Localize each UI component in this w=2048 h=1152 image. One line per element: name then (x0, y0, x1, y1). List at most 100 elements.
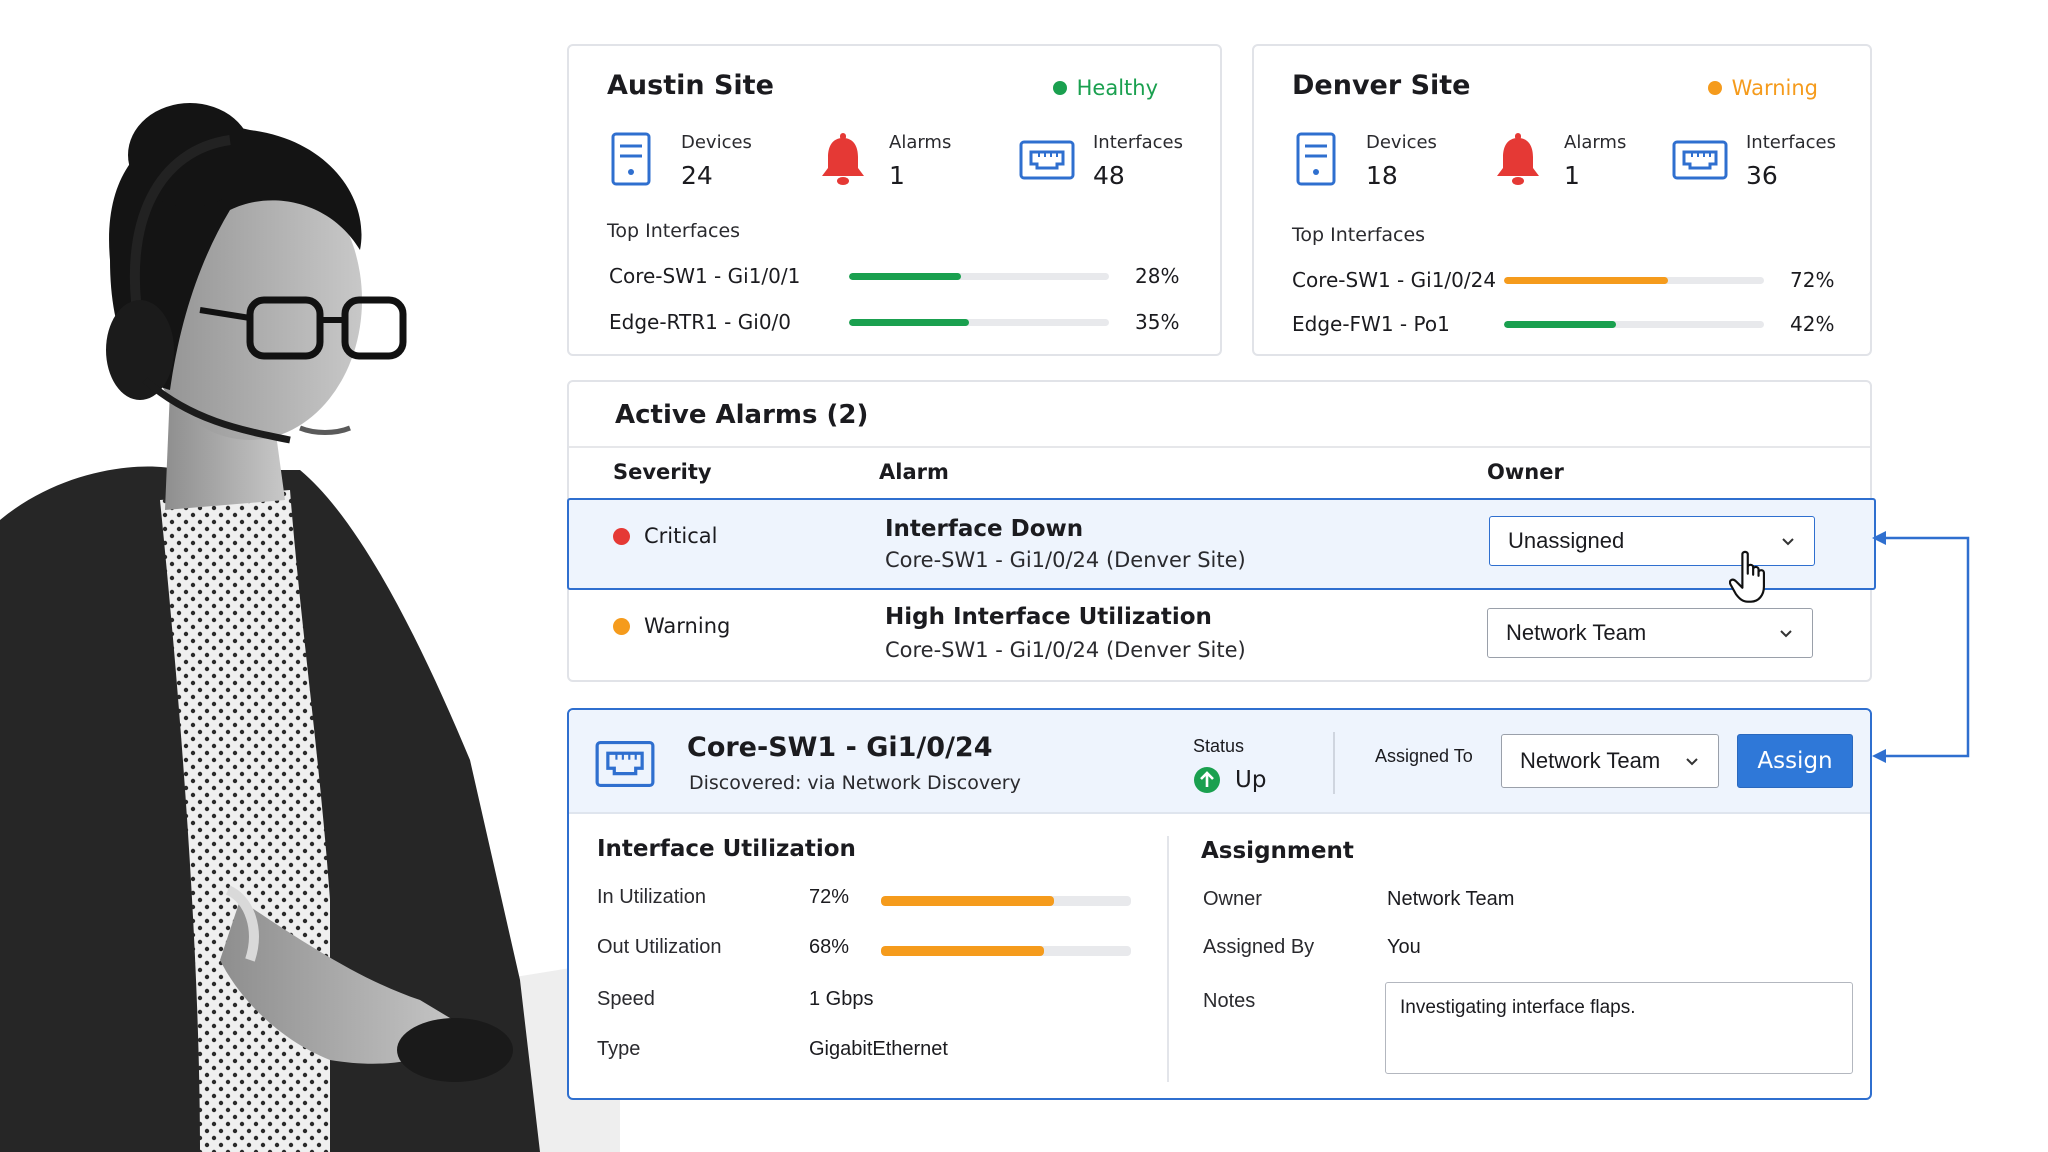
site-title: Denver Site (1292, 70, 1471, 101)
in-utilization-bar (881, 896, 1131, 906)
status-value: Up (1193, 766, 1266, 794)
top-interfaces-label: Top Interfaces (607, 220, 741, 242)
out-utilization-label: Out Utilization (597, 936, 722, 958)
top-interfaces-label: Top Interfaces (1292, 224, 1426, 246)
assigned-to-select[interactable]: Network Team (1501, 734, 1719, 788)
status-label: Status (1193, 736, 1245, 756)
assigned-by-value: You (1387, 936, 1421, 958)
out-utilization-bar-fill (881, 946, 1044, 956)
alarms-table-header: Severity Alarm Owner (569, 446, 1870, 496)
interface-percent: 42% (1790, 312, 1835, 336)
utilization-bar-fill (1504, 276, 1668, 284)
utilization-bar (1504, 320, 1764, 328)
active-alarms-panel: Active Alarms (2) Severity Alarm Owner C… (567, 380, 1876, 682)
out-utilization-value: 68% (809, 936, 850, 958)
stat-label: Alarms (1564, 132, 1627, 153)
ethernet-port-icon (1672, 140, 1728, 180)
stat-value: 18 (1366, 161, 1398, 190)
stat-interfaces: Interfaces 36 (1672, 132, 1836, 190)
column-alarm[interactable]: Alarm (879, 460, 949, 484)
utilization-section-title: Interface Utilization (597, 836, 856, 862)
site-card-austin[interactable]: Austin Site Healthy Devices 24 Alarms 1 (567, 44, 1222, 356)
stat-alarms: Alarms 1 (815, 132, 951, 190)
utilization-bar (1504, 276, 1764, 284)
owner-select[interactable]: Unassigned (1489, 516, 1815, 566)
owner-select[interactable]: Network Team (1487, 608, 1813, 658)
interface-subtitle: Discovered: via Network Discovery (689, 772, 1021, 794)
site-card-denver[interactable]: Denver Site Warning Devices 18 Alarms 1 (1252, 44, 1872, 356)
status-dot (1052, 81, 1067, 95)
alarm-row-critical[interactable]: Critical Interface Down Core-SW1 - Gi1/0… (567, 498, 1876, 603)
agent-photo (0, 0, 620, 1152)
stat-label: Devices (681, 132, 752, 153)
header-divider (1333, 732, 1335, 794)
interface-row[interactable]: Edge-FW1 - Po1 42% (1292, 312, 1834, 336)
assigned-to-label: Assigned To (1375, 746, 1473, 766)
severity-label: Critical (644, 524, 718, 548)
severity-dot (613, 617, 630, 635)
site-title: Austin Site (607, 70, 774, 101)
interface-percent: 72% (1790, 268, 1835, 292)
interface-detail-panel: Core-SW1 - Gi1/0/24 Discovered: via Netw… (567, 708, 1872, 1100)
chevron-down-icon (1686, 758, 1698, 766)
type-value: GigabitEthernet (809, 1038, 948, 1060)
alarm-row-warning[interactable]: Warning High Interface Utilization Core-… (569, 590, 1870, 682)
stat-label: Interfaces (1093, 132, 1183, 153)
interface-row[interactable]: Edge-RTR1 - Gi0/0 35% (609, 310, 1179, 334)
chevron-down-icon (1782, 538, 1794, 546)
stat-interfaces: Interfaces 48 (1019, 132, 1183, 190)
stat-value: 1 (1564, 161, 1580, 190)
stat-devices: Devices 18 (1292, 132, 1437, 190)
interface-row[interactable]: Core-SW1 - Gi1/0/24 72% (1292, 268, 1834, 292)
column-owner[interactable]: Owner (1487, 460, 1564, 484)
connector-arrow (1872, 531, 1970, 763)
site-status-badge: Healthy (1052, 76, 1158, 100)
stat-devices: Devices 24 (607, 132, 752, 190)
severity: Critical (613, 524, 717, 548)
severity: Warning (613, 614, 730, 638)
interface-name: Core-SW1 - Gi1/0/24 (1292, 268, 1497, 292)
in-utilization-bar-fill (881, 896, 1054, 906)
stat-value: 48 (1093, 161, 1125, 190)
assignment-section-title: Assignment (1201, 838, 1354, 864)
interface-name: Edge-FW1 - Po1 (1292, 312, 1450, 336)
arrow-up-circle-icon (1194, 767, 1220, 793)
interface-percent: 35% (1135, 310, 1180, 334)
site-status-badge: Warning (1707, 76, 1818, 100)
notes-label: Notes (1203, 990, 1256, 1012)
server-icon (1296, 132, 1336, 186)
owner-select-value: Network Team (1506, 620, 1647, 645)
interface-row[interactable]: Core-SW1 - Gi1/0/1 28% (609, 264, 1179, 288)
alarm-name: High Interface Utilization (885, 604, 1212, 630)
server-icon (611, 132, 651, 186)
utilization-bar (849, 318, 1109, 326)
notes-textarea[interactable]: Investigating interface flaps. (1385, 982, 1853, 1074)
alarm-detail: Core-SW1 - Gi1/0/24 (Denver Site) (885, 548, 1246, 572)
interface-name: Core-SW1 - Gi1/0/1 (609, 264, 801, 288)
status-label: Warning (1731, 76, 1818, 100)
interface-detail-header: Core-SW1 - Gi1/0/24 Discovered: via Netw… (569, 710, 1870, 814)
assign-button[interactable]: Assign (1737, 734, 1853, 788)
status-label: Healthy (1076, 76, 1158, 100)
in-utilization-label: In Utilization (597, 886, 706, 908)
chevron-down-icon (1780, 630, 1792, 638)
ethernet-port-icon (595, 740, 655, 788)
interface-title: Core-SW1 - Gi1/0/24 (687, 732, 993, 763)
alarm-detail: Core-SW1 - Gi1/0/24 (Denver Site) (885, 638, 1246, 662)
out-utilization-bar (881, 946, 1131, 956)
status-dot (1707, 81, 1722, 95)
ethernet-port-icon (1019, 140, 1075, 180)
interface-percent: 28% (1135, 264, 1180, 288)
status-value-text: Up (1235, 767, 1267, 793)
stat-label: Alarms (889, 132, 952, 153)
section-divider (1167, 836, 1169, 1082)
utilization-bar-fill (849, 272, 961, 280)
stat-alarms: Alarms 1 (1490, 132, 1626, 190)
stat-value: 36 (1746, 161, 1778, 190)
interface-name: Edge-RTR1 - Gi0/0 (609, 310, 792, 334)
assigned-by-label: Assigned By (1203, 936, 1315, 958)
column-severity[interactable]: Severity (613, 460, 712, 484)
alarms-title: Active Alarms (2) (615, 400, 869, 430)
owner-label: Owner (1203, 888, 1262, 910)
in-utilization-value: 72% (809, 886, 850, 908)
